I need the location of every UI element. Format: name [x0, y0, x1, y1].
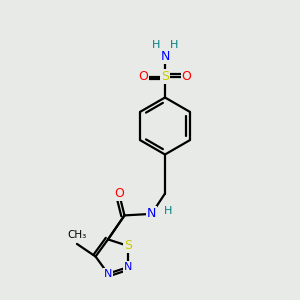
Text: O: O [114, 187, 124, 200]
Text: CH₃: CH₃ [67, 230, 87, 240]
Text: S: S [161, 70, 169, 83]
Text: O: O [139, 70, 148, 83]
Text: H: H [164, 206, 172, 216]
Text: N: N [124, 262, 132, 272]
Text: N: N [104, 268, 112, 279]
Text: H: H [152, 40, 160, 50]
Text: O: O [182, 70, 191, 83]
Text: S: S [124, 239, 132, 252]
Text: N: N [160, 50, 170, 63]
Text: N: N [147, 207, 156, 220]
Text: H: H [170, 40, 178, 50]
